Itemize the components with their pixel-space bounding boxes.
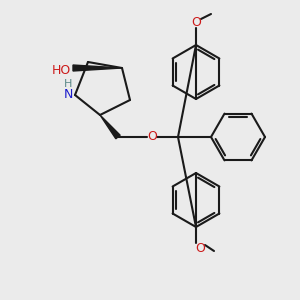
Polygon shape <box>73 65 122 71</box>
Text: O: O <box>147 130 157 143</box>
Text: O: O <box>195 242 205 256</box>
Polygon shape <box>100 115 120 139</box>
Text: HO: HO <box>51 64 70 77</box>
Text: O: O <box>191 16 201 28</box>
Text: H: H <box>64 79 72 89</box>
Text: N: N <box>63 88 73 100</box>
